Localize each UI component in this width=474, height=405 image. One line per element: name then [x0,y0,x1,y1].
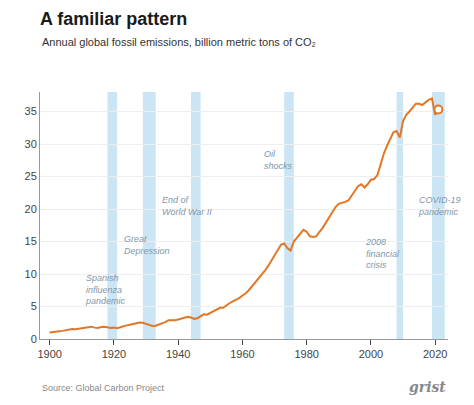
svg-text:20: 20 [25,203,37,215]
svg-text:grist: grist [409,379,446,395]
svg-text:2008financialcrisis: 2008financialcrisis [365,237,400,270]
svg-text:1920: 1920 [102,348,126,360]
svg-text:15: 15 [25,235,37,247]
svg-text:5: 5 [31,300,37,312]
svg-text:Source: Global Carbon Project: Source: Global Carbon Project [42,383,165,393]
svg-text:Spanishinfluenzapandemic: Spanishinfluenzapandemic [85,273,126,306]
svg-text:1900: 1900 [37,348,61,360]
svg-text:30: 30 [25,138,37,150]
svg-text:2020: 2020 [423,348,447,360]
svg-text:GreatDepression: GreatDepression [124,234,170,256]
svg-text:COVID-19pandemic: COVID-19pandemic [418,195,461,217]
svg-text:Oilshocks: Oilshocks [264,149,293,171]
svg-text:1940: 1940 [166,348,190,360]
svg-text:End ofWorld War II: End ofWorld War II [162,195,212,217]
svg-text:1960: 1960 [230,348,254,360]
svg-text:A familiar pattern: A familiar pattern [40,9,187,29]
svg-text:25: 25 [25,170,37,182]
svg-text:10: 10 [25,268,37,280]
svg-text:0: 0 [31,333,37,345]
svg-text:2000: 2000 [359,348,383,360]
svg-text:35: 35 [25,105,37,117]
svg-text:Annual global fossil emissions: Annual global fossil emissions, billion … [42,36,316,48]
svg-text:1980: 1980 [294,348,318,360]
